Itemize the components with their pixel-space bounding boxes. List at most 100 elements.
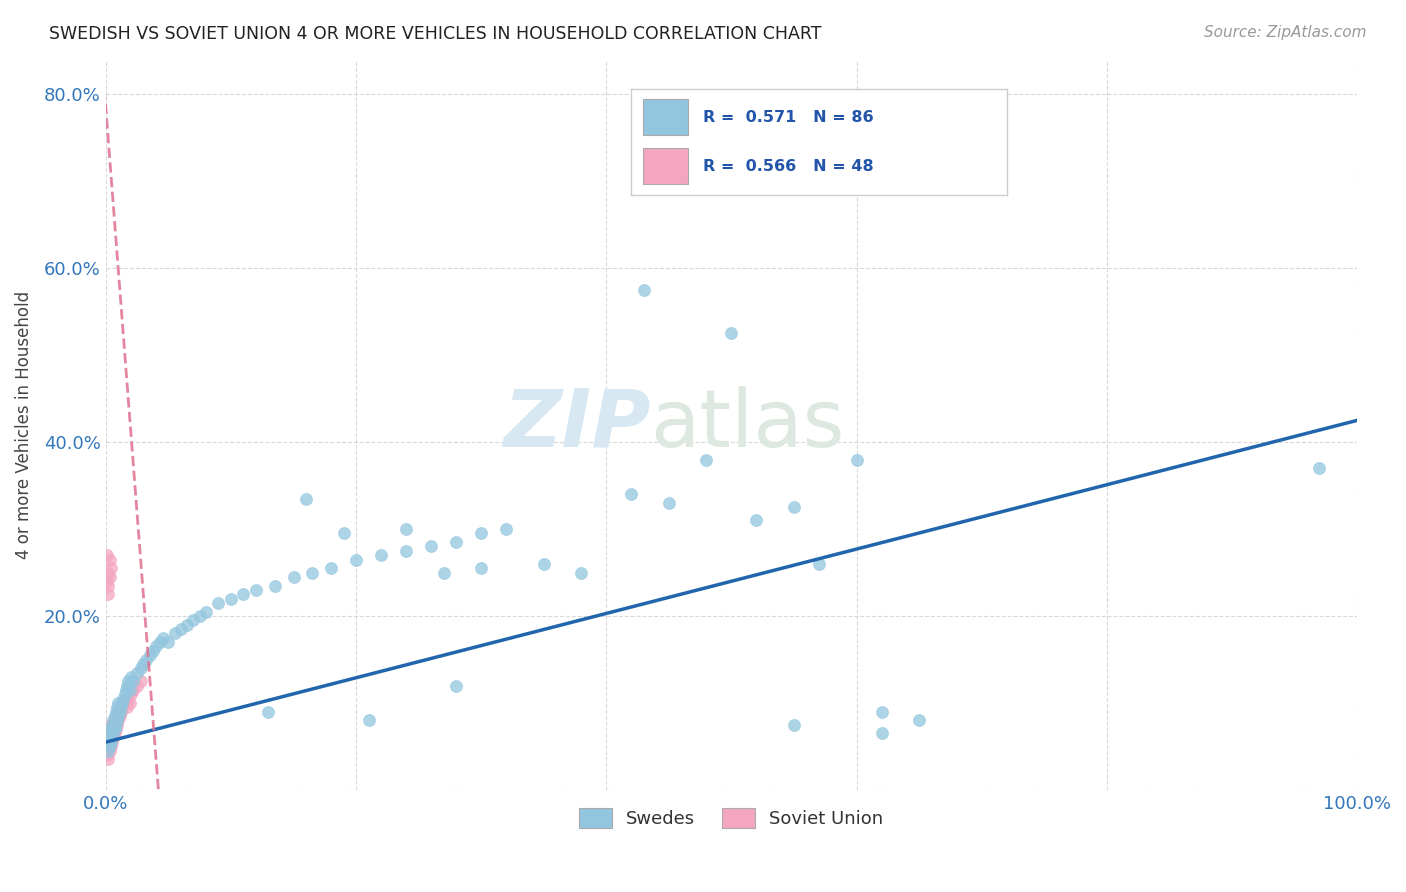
- Point: [720, 326, 742, 341]
- Point: [344, 552, 367, 566]
- Text: ZIP: ZIP: [503, 385, 650, 464]
- Y-axis label: 4 or more Vehicles in Household: 4 or more Vehicles in Household: [15, 291, 32, 558]
- Point: [257, 705, 280, 719]
- Point: [98, 717, 121, 731]
- Point: [98, 726, 121, 740]
- Point: [420, 540, 443, 554]
- Point: [283, 570, 305, 584]
- Point: [870, 178, 893, 193]
- Point: [219, 591, 242, 606]
- Point: [117, 674, 139, 689]
- Point: [97, 579, 120, 593]
- Point: [633, 283, 655, 297]
- Point: [104, 709, 127, 723]
- Point: [108, 709, 131, 723]
- Point: [104, 722, 127, 736]
- Point: [120, 687, 142, 701]
- Point: [207, 596, 229, 610]
- Point: [105, 714, 128, 728]
- Point: [97, 566, 120, 580]
- Point: [245, 582, 267, 597]
- Point: [97, 739, 120, 754]
- Point: [101, 731, 124, 745]
- Point: [100, 561, 122, 575]
- Point: [97, 731, 120, 745]
- Point: [444, 679, 467, 693]
- Point: [232, 587, 254, 601]
- Point: [183, 613, 205, 627]
- Point: [783, 500, 806, 515]
- Point: [100, 722, 122, 736]
- Point: [107, 705, 129, 719]
- Point: [295, 491, 318, 506]
- Point: [176, 617, 198, 632]
- Point: [188, 609, 211, 624]
- Point: [103, 714, 125, 728]
- Point: [97, 587, 120, 601]
- Point: [118, 696, 141, 710]
- Point: [533, 557, 555, 571]
- Point: [122, 682, 145, 697]
- Point: [108, 705, 131, 719]
- Point: [112, 691, 135, 706]
- Point: [101, 735, 124, 749]
- Point: [194, 605, 217, 619]
- Point: [117, 691, 139, 706]
- Point: [97, 752, 120, 766]
- Point: [100, 739, 122, 754]
- Point: [97, 731, 120, 745]
- Point: [100, 731, 122, 745]
- Text: Source: ZipAtlas.com: Source: ZipAtlas.com: [1204, 25, 1367, 40]
- Point: [111, 700, 134, 714]
- Point: [105, 709, 128, 723]
- Point: [107, 714, 129, 728]
- Point: [129, 674, 152, 689]
- Point: [135, 652, 157, 666]
- Point: [96, 726, 118, 740]
- Text: SWEDISH VS SOVIET UNION 4 OR MORE VEHICLES IN HOUSEHOLD CORRELATION CHART: SWEDISH VS SOVIET UNION 4 OR MORE VEHICL…: [49, 25, 821, 43]
- Point: [97, 744, 120, 758]
- Point: [332, 526, 354, 541]
- Point: [132, 657, 155, 671]
- Point: [104, 714, 127, 728]
- Point: [98, 570, 121, 584]
- Point: [107, 709, 129, 723]
- Point: [114, 691, 136, 706]
- Point: [96, 735, 118, 749]
- Point: [142, 644, 165, 658]
- Point: [145, 640, 167, 654]
- Point: [96, 735, 118, 749]
- Point: [301, 566, 323, 580]
- Point: [845, 452, 868, 467]
- Point: [783, 717, 806, 731]
- Point: [569, 566, 592, 580]
- Point: [695, 452, 717, 467]
- Point: [908, 714, 931, 728]
- Point: [149, 635, 172, 649]
- Point: [870, 726, 893, 740]
- Point: [395, 522, 418, 536]
- Point: [103, 726, 125, 740]
- Point: [111, 696, 134, 710]
- Point: [120, 670, 142, 684]
- Point: [96, 548, 118, 562]
- Point: [433, 566, 456, 580]
- Point: [1308, 461, 1330, 475]
- Point: [444, 535, 467, 549]
- Point: [104, 726, 127, 740]
- Point: [127, 679, 149, 693]
- Point: [870, 705, 893, 719]
- Point: [110, 700, 132, 714]
- Point: [620, 487, 643, 501]
- Point: [97, 722, 120, 736]
- Point: [129, 661, 152, 675]
- Point: [495, 522, 517, 536]
- Point: [470, 561, 492, 575]
- Point: [105, 700, 128, 714]
- Point: [470, 526, 492, 541]
- Point: [104, 705, 127, 719]
- Point: [98, 735, 121, 749]
- Point: [127, 665, 149, 680]
- Point: [112, 696, 135, 710]
- Point: [107, 696, 129, 710]
